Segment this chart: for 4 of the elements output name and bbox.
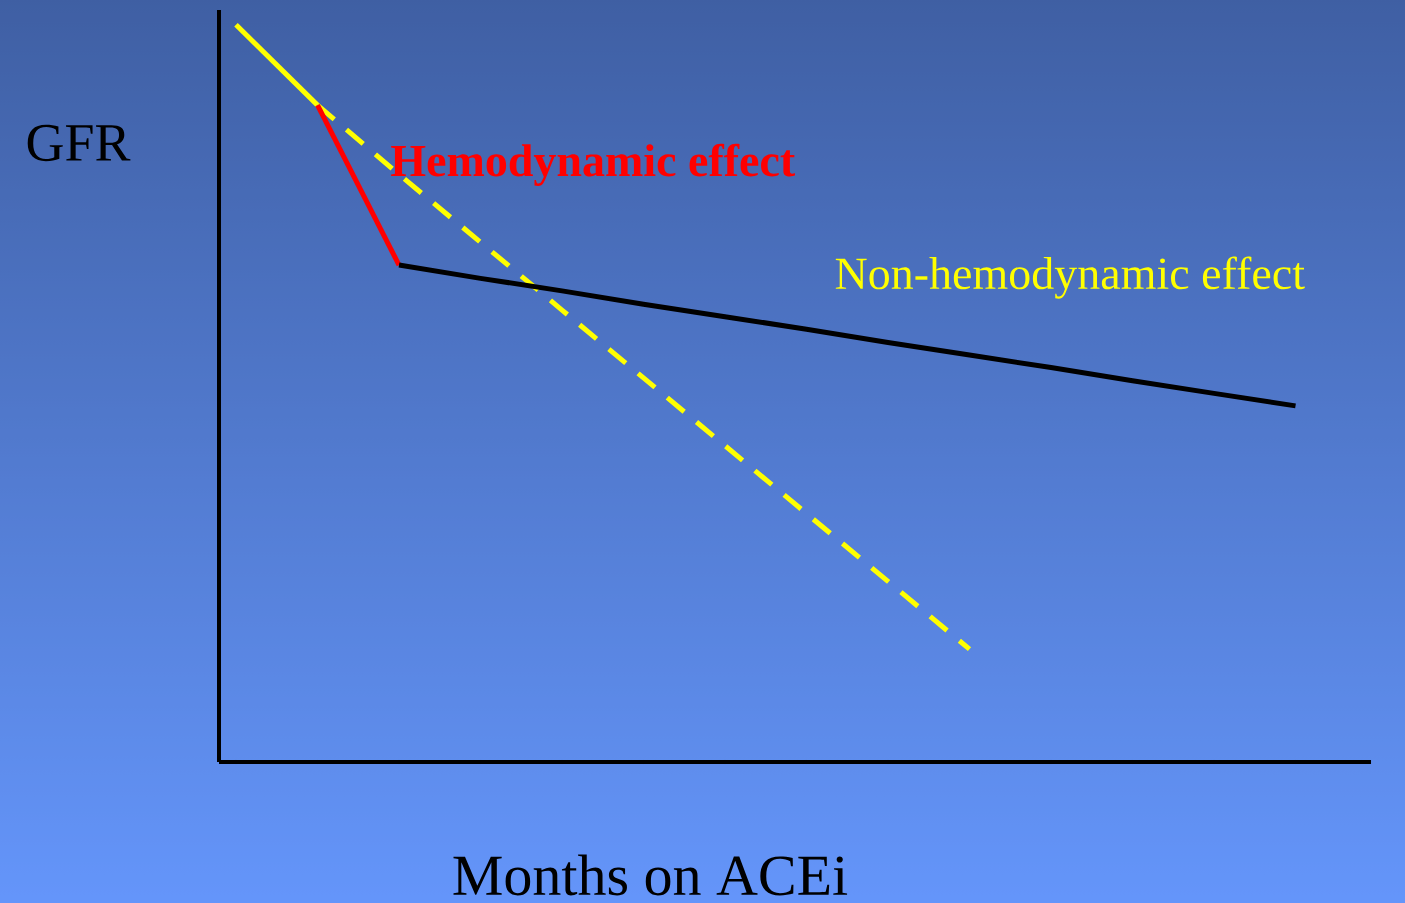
series-label: Hemodynamic effect xyxy=(391,143,796,186)
y-axis-title: GFR xyxy=(27,124,131,162)
x-axis-title: Months on ACEi xyxy=(453,854,848,896)
text: Non-hemodynamic effect xyxy=(835,256,1305,299)
